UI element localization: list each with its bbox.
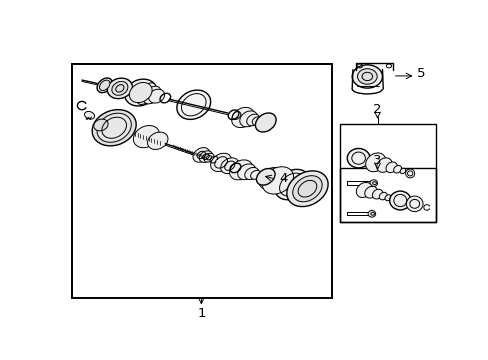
Bar [339,123,435,222]
Ellipse shape [99,80,110,91]
Ellipse shape [256,168,275,185]
Ellipse shape [250,170,261,179]
Ellipse shape [356,183,371,198]
Ellipse shape [148,89,164,103]
Ellipse shape [199,151,212,162]
Ellipse shape [92,110,136,146]
Ellipse shape [231,107,254,127]
Ellipse shape [367,211,375,217]
Ellipse shape [133,126,159,148]
Ellipse shape [369,180,377,186]
Ellipse shape [210,153,231,172]
Ellipse shape [244,167,258,180]
Ellipse shape [193,148,209,162]
Ellipse shape [365,153,385,172]
Ellipse shape [351,65,382,88]
Ellipse shape [124,79,156,106]
Ellipse shape [239,111,257,127]
Ellipse shape [137,83,156,104]
Ellipse shape [406,196,422,212]
Bar [72,64,331,298]
Bar [339,168,435,222]
Ellipse shape [203,153,214,162]
Ellipse shape [274,169,309,200]
Ellipse shape [84,112,94,119]
Text: 3: 3 [372,154,381,167]
Ellipse shape [286,171,327,207]
Ellipse shape [97,78,112,93]
Ellipse shape [94,119,108,131]
Ellipse shape [372,189,382,199]
Ellipse shape [97,113,131,142]
Ellipse shape [237,164,255,180]
Ellipse shape [246,114,259,126]
Ellipse shape [255,113,276,132]
Ellipse shape [364,186,377,198]
Ellipse shape [346,148,369,168]
Ellipse shape [220,158,238,174]
Ellipse shape [384,195,390,201]
Ellipse shape [252,117,262,125]
Ellipse shape [143,86,161,104]
Ellipse shape [357,69,376,84]
Ellipse shape [259,167,284,189]
Ellipse shape [292,176,322,202]
Ellipse shape [177,90,210,120]
Text: 1: 1 [197,307,205,320]
Text: 4: 4 [279,172,287,185]
Ellipse shape [376,158,391,172]
Ellipse shape [129,82,152,103]
Text: 5: 5 [416,67,425,80]
Ellipse shape [393,166,401,173]
Ellipse shape [112,81,128,95]
Ellipse shape [147,132,168,149]
Text: 2: 2 [372,103,381,116]
Ellipse shape [262,167,293,194]
Ellipse shape [399,168,405,174]
Ellipse shape [389,191,410,210]
Ellipse shape [229,160,252,180]
Ellipse shape [385,162,396,173]
Ellipse shape [107,78,132,99]
Ellipse shape [379,192,386,200]
